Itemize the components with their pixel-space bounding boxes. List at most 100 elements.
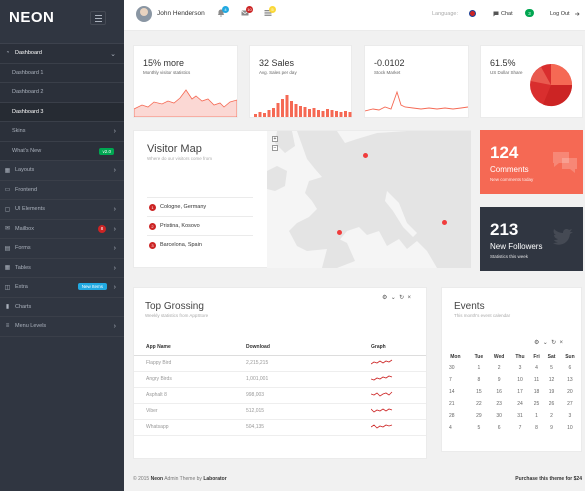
calendar-day[interactable]: 4 (535, 365, 538, 371)
visitors-area-sparkline (134, 89, 237, 117)
chevron-down-icon[interactable]: ⌄ (390, 295, 396, 301)
calendar-day[interactable]: 9 (497, 377, 501, 383)
chat-icon[interactable] (493, 11, 499, 17)
calendar-day[interactable]: 16 (496, 389, 502, 395)
refresh-icon[interactable]: ↻ (399, 295, 405, 301)
calendar-day[interactable]: 18 (533, 389, 540, 395)
sidebar-item-charts[interactable]: ▮ Charts (0, 298, 124, 317)
calendar-day[interactable]: 28 (449, 413, 455, 419)
logout-icon[interactable] (574, 11, 580, 17)
uk-flag-icon[interactable] (469, 10, 476, 17)
table-row[interactable]: Flappy Bird 2,215,215 (134, 355, 426, 372)
calendar-day[interactable]: 1 (535, 413, 538, 419)
calendar-day[interactable]: 22 (476, 401, 482, 407)
calendar-day[interactable]: 30 (496, 413, 502, 419)
calendar-day[interactable]: 11 (533, 377, 540, 383)
calendar-day[interactable]: 5 (477, 425, 481, 431)
close-icon[interactable]: × (407, 295, 411, 301)
sidebar-item-ui-elements[interactable]: ▢ UI Elements › (0, 200, 124, 220)
calendar-day[interactable]: 1 (477, 365, 481, 371)
city-row[interactable]: 2 Pristina, Kosovo (147, 216, 253, 235)
table-row[interactable]: Whatsapp 504,135 (134, 419, 426, 436)
calendar-day[interactable]: 15 (476, 389, 482, 395)
sidebar-item-label: Menu Levels (15, 323, 47, 330)
calendar-day[interactable]: 17 (517, 389, 523, 395)
calendar-day[interactable]: 8 (477, 377, 481, 383)
sidebar-subitem-whats-new[interactable]: What's New v2.0 (0, 141, 124, 161)
sidebar-subitem-dashboard-1[interactable]: Dashboard 1 (0, 63, 124, 83)
sidebar-toggle-button[interactable] (90, 11, 106, 25)
calendar-day[interactable]: 29 (476, 413, 482, 419)
sidebar-subitem-skins[interactable]: Skins › (0, 122, 124, 142)
map-marker-barcelona[interactable] (337, 230, 342, 235)
city-row[interactable]: 1 Cologne, Germany (147, 197, 253, 216)
map-marker-cologne[interactable] (363, 153, 368, 158)
avatar[interactable] (136, 6, 152, 22)
gear-icon[interactable]: ⚙ (382, 295, 388, 301)
footer-author-link[interactable]: Laborator (203, 476, 227, 482)
calendar-day[interactable]: 2 (550, 413, 553, 419)
chat-button[interactable]: Chat (501, 11, 513, 17)
map-zoom-in-button[interactable]: + (272, 136, 278, 142)
chevron-down-icon[interactable]: ⌄ (542, 340, 548, 346)
logo[interactable]: NEON (9, 9, 55, 26)
sidebar-item-menu-levels[interactable]: ≡ Menu Levels › (0, 317, 124, 337)
calendar-day[interactable]: 27 (567, 401, 573, 407)
calendar-day[interactable]: 12 (548, 377, 555, 383)
europe-map[interactable]: + − (267, 131, 471, 268)
calendar-day[interactable]: 31 (517, 413, 523, 419)
map-marker-pristina[interactable] (442, 220, 447, 225)
gear-icon[interactable]: ⚙ (534, 340, 540, 346)
calendar-day[interactable]: 25 (533, 401, 540, 407)
calendar-day[interactable]: 21 (449, 401, 455, 407)
sidebar-subitem-dashboard-3[interactable]: Dashboard 3 (0, 102, 124, 122)
calendar-day[interactable]: 10 (567, 425, 573, 431)
logout-button[interactable]: Log Out (550, 11, 570, 17)
refresh-icon[interactable]: ↻ (551, 340, 557, 346)
calendar-day[interactable]: 8 (535, 425, 538, 431)
followers-tile[interactable]: 213 New Followers Statistics this week (480, 207, 583, 271)
calendar-day[interactable]: 20 (567, 389, 573, 395)
city-number: 2 (149, 222, 156, 230)
sidebar-item-layouts[interactable]: ▦ Layouts › (0, 161, 124, 181)
calendar-day[interactable]: 9 (550, 425, 553, 431)
map-zoom-out-button[interactable]: − (272, 145, 278, 151)
comments-tile[interactable]: 124 Comments New comments today (480, 130, 583, 194)
calendar-day[interactable]: 6 (497, 425, 501, 431)
app-name-cell: Whatsapp (134, 419, 234, 436)
calendar-day[interactable]: 6 (568, 365, 572, 371)
table-row[interactable]: Angry Birds 1,001,001 (134, 371, 426, 388)
sidebar-subitem-dashboard-2[interactable]: Dashboard 2 (0, 83, 124, 103)
sales-bar (308, 109, 311, 117)
sidebar-item-frontend[interactable]: ▭ Frontend (0, 181, 124, 200)
sidebar-item-mailbox[interactable]: ✉ Mailbox › 8 (0, 220, 124, 239)
calendar-day[interactable]: 14 (449, 389, 455, 395)
close-icon[interactable]: × (559, 340, 563, 346)
table-row[interactable]: Viber 512,015 (134, 403, 426, 420)
calendar-day[interactable]: 23 (496, 401, 502, 407)
monitor-icon: ▭ (4, 187, 11, 194)
table-row[interactable]: Asphalt 8 998,003 (134, 387, 426, 404)
calendar-day[interactable]: 30 (449, 365, 455, 371)
calendar-day[interactable]: 2 (497, 365, 501, 371)
sidebar-item-tables[interactable]: ▦ Tables › (0, 259, 124, 278)
city-row[interactable]: 3 Barcelona, Spain (147, 235, 253, 254)
calendar-day[interactable]: 24 (517, 401, 523, 407)
calendar-day[interactable]: 5 (550, 365, 553, 371)
sidebar-item-dashboard[interactable]: ◔ Dashboard ⌄ (0, 44, 124, 64)
calendar-day[interactable]: 13 (567, 377, 573, 383)
sidebar-item-extra[interactable]: ◫ Extra › New Items (0, 278, 124, 298)
sales-bar (267, 110, 271, 117)
sidebar-item-forms[interactable]: ▤ Forms › (0, 239, 124, 259)
calendar-day[interactable]: 4 (449, 425, 452, 431)
calendar-day[interactable]: 3 (518, 365, 522, 371)
tasks-icon[interactable] (264, 9, 272, 17)
calendar-day[interactable]: 10 (517, 377, 523, 383)
calendar-day[interactable]: 7 (518, 425, 522, 431)
calendar-day[interactable]: 26 (548, 401, 555, 407)
user-name[interactable]: John Henderson (157, 10, 205, 17)
calendar-day[interactable]: 19 (548, 389, 555, 395)
purchase-link[interactable]: Purchase this theme for $24 (515, 476, 582, 482)
calendar-day[interactable]: 3 (568, 413, 572, 419)
calendar-day[interactable]: 7 (449, 377, 452, 383)
